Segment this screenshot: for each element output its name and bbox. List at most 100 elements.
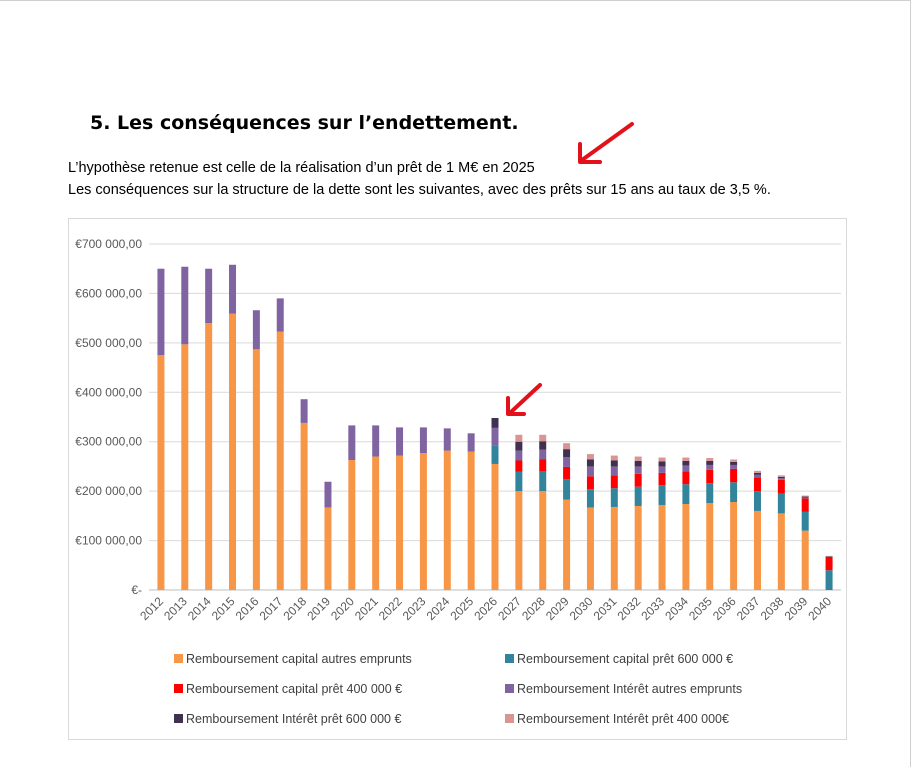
x-tick-label-2025: 2025 bbox=[447, 594, 476, 623]
bar-segment-2040-s3 bbox=[825, 556, 833, 571]
bar-segment-2020-s1 bbox=[348, 460, 356, 590]
bar-segment-2033-s6 bbox=[658, 457, 666, 462]
bar-segment-2012-s1 bbox=[157, 355, 165, 590]
bar-segment-2035-s6 bbox=[706, 458, 714, 461]
annotation-arrow-text bbox=[578, 122, 634, 164]
bar-segment-2022-s4 bbox=[396, 427, 404, 456]
bar-segment-2037-s6 bbox=[753, 470, 761, 473]
bar-segment-2022-s1 bbox=[396, 455, 404, 590]
bar-segment-2031-s3 bbox=[610, 475, 618, 489]
bar-segment-2026-s2 bbox=[491, 445, 499, 464]
consequences-paragraph: Les conséquences sur la structure de la … bbox=[68, 182, 771, 198]
legend-label: Remboursement Intérêt prêt 400 000€ bbox=[517, 712, 729, 726]
bar-segment-2028-s4 bbox=[539, 449, 547, 460]
x-tick-label-2017: 2017 bbox=[257, 594, 286, 623]
x-tick-label-2024: 2024 bbox=[424, 594, 453, 623]
bar-segment-2036-s6 bbox=[730, 459, 738, 462]
x-tick-label-2036: 2036 bbox=[710, 594, 739, 623]
bar-segment-2016-s1 bbox=[252, 349, 260, 590]
bar-segment-2036-s1 bbox=[730, 502, 738, 590]
bar-segment-2015-s4 bbox=[229, 264, 237, 314]
bar-segment-2036-s2 bbox=[730, 482, 738, 503]
legend-label: Remboursement Intérêt autres emprunts bbox=[517, 682, 743, 696]
bar-segment-2027-s1 bbox=[515, 491, 523, 590]
bar-segment-2033-s3 bbox=[658, 472, 666, 486]
legend-item: Remboursement Intérêt autres emprunts bbox=[505, 682, 742, 696]
bar-segment-2037-s3 bbox=[753, 477, 761, 492]
bar-segment-2040-s2 bbox=[825, 570, 833, 590]
bar-segment-2029-s1 bbox=[563, 499, 571, 590]
bar-segment-2032-s5 bbox=[634, 460, 642, 467]
bar-segment-2028-s3 bbox=[539, 459, 547, 472]
bar-segment-2034-s1 bbox=[682, 503, 690, 590]
bar-segment-2026-s5 bbox=[491, 417, 499, 428]
bar-segment-2033-s5 bbox=[658, 461, 666, 467]
bar-segment-2014-s4 bbox=[205, 268, 213, 324]
bar-segment-2028-s5 bbox=[539, 441, 547, 450]
legend-label: Remboursement Intérêt prêt 600 000 € bbox=[186, 712, 402, 726]
x-tick-label-2023: 2023 bbox=[400, 594, 429, 623]
bar-segment-2013-s1 bbox=[181, 344, 189, 590]
bar-segment-2027-s2 bbox=[515, 471, 523, 492]
bar-segment-2030-s2 bbox=[586, 489, 594, 508]
bar-segment-2027-s4 bbox=[515, 450, 523, 461]
x-tick-label-2015: 2015 bbox=[209, 594, 238, 623]
legend-label: Remboursement capital prêt 600 000 € bbox=[517, 652, 734, 666]
y-tick-label: €500 000,00 bbox=[75, 336, 142, 350]
bar-segment-2035-s5 bbox=[706, 460, 714, 465]
bar-segment-2021-s4 bbox=[372, 425, 380, 457]
bar-segment-2023-s4 bbox=[419, 427, 427, 454]
bar-segment-2034-s5 bbox=[682, 460, 690, 466]
bar-segment-2016-s4 bbox=[252, 310, 260, 350]
bar-segment-2035-s4 bbox=[706, 464, 714, 470]
bar-segment-2039-s6 bbox=[801, 495, 809, 497]
bar-segment-2025-s4 bbox=[467, 433, 475, 452]
bar-segment-2018-s4 bbox=[300, 399, 308, 423]
legend-swatch bbox=[174, 684, 183, 693]
bar-segment-2035-s1 bbox=[706, 503, 714, 590]
legend-item: Remboursement capital prêt 600 000 € bbox=[505, 652, 733, 666]
bar-segment-2029-s2 bbox=[563, 479, 571, 500]
bar-segment-2023-s1 bbox=[419, 453, 427, 590]
x-tick-label-2012: 2012 bbox=[137, 594, 166, 623]
bar-segment-2025-s1 bbox=[467, 451, 475, 590]
bar-segment-2015-s1 bbox=[229, 313, 237, 590]
bar-segment-2032-s2 bbox=[634, 486, 642, 506]
bar-segment-2036-s3 bbox=[730, 468, 738, 483]
x-tick-label-2027: 2027 bbox=[495, 594, 524, 623]
y-tick-label: €100 000,00 bbox=[75, 534, 142, 548]
bar-segment-2034-s3 bbox=[682, 471, 690, 485]
bar-segment-2032-s4 bbox=[634, 466, 642, 474]
bar-segment-2020-s4 bbox=[348, 425, 356, 461]
bar-segment-2034-s6 bbox=[682, 457, 690, 461]
bar-segment-2034-s4 bbox=[682, 465, 690, 472]
bar-segment-2032-s3 bbox=[634, 473, 642, 487]
bar-segment-2038-s2 bbox=[777, 493, 785, 514]
bar-segment-2028-s6 bbox=[539, 434, 547, 442]
x-tick-label-2022: 2022 bbox=[376, 594, 405, 623]
bar-segment-2031-s2 bbox=[610, 488, 618, 507]
bar-segment-2027-s3 bbox=[515, 460, 523, 472]
x-tick-label-2028: 2028 bbox=[519, 594, 548, 623]
legend-label: Remboursement capital autres emprunts bbox=[186, 652, 412, 666]
x-tick-label-2032: 2032 bbox=[615, 594, 644, 623]
bar-segment-2021-s1 bbox=[372, 456, 380, 590]
bar-segment-2033-s1 bbox=[658, 504, 666, 590]
bar-segment-2038-s6 bbox=[777, 475, 785, 477]
bar-segment-2034-s2 bbox=[682, 484, 690, 504]
bar-segment-2031-s6 bbox=[610, 455, 618, 461]
chart-container: €- €100 000,00 €200 000,00 €300 000,00 €400 … bbox=[68, 218, 847, 740]
legend-swatch bbox=[174, 714, 183, 723]
bar-segment-2037-s2 bbox=[753, 491, 761, 511]
bar-segment-2014-s1 bbox=[205, 323, 213, 590]
section-title: 5. Les conséquences sur l’endettement. bbox=[90, 112, 519, 134]
x-tick-label-2021: 2021 bbox=[352, 594, 381, 623]
bar-segment-2013-s4 bbox=[181, 266, 189, 345]
bar-segment-2017-s4 bbox=[276, 298, 284, 332]
bar-segment-2037-s5 bbox=[753, 472, 761, 475]
bar-segment-2018-s1 bbox=[300, 422, 308, 590]
bar-segment-2038-s5 bbox=[777, 476, 785, 479]
bar-segment-2030-s4 bbox=[586, 466, 594, 477]
x-tick-label-2031: 2031 bbox=[591, 594, 620, 623]
